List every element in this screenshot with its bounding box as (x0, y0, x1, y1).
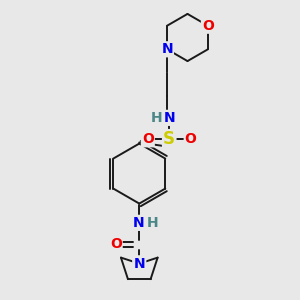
Text: H: H (146, 216, 158, 230)
Text: O: O (110, 237, 122, 251)
Text: O: O (142, 132, 154, 146)
Text: N: N (134, 256, 145, 271)
Text: N: N (132, 216, 144, 230)
Text: S: S (163, 130, 175, 148)
Text: N: N (164, 111, 175, 125)
Text: N: N (134, 256, 145, 271)
Text: O: O (185, 132, 197, 146)
Text: O: O (202, 19, 214, 33)
Text: H: H (151, 111, 162, 125)
Text: N: N (161, 42, 173, 56)
